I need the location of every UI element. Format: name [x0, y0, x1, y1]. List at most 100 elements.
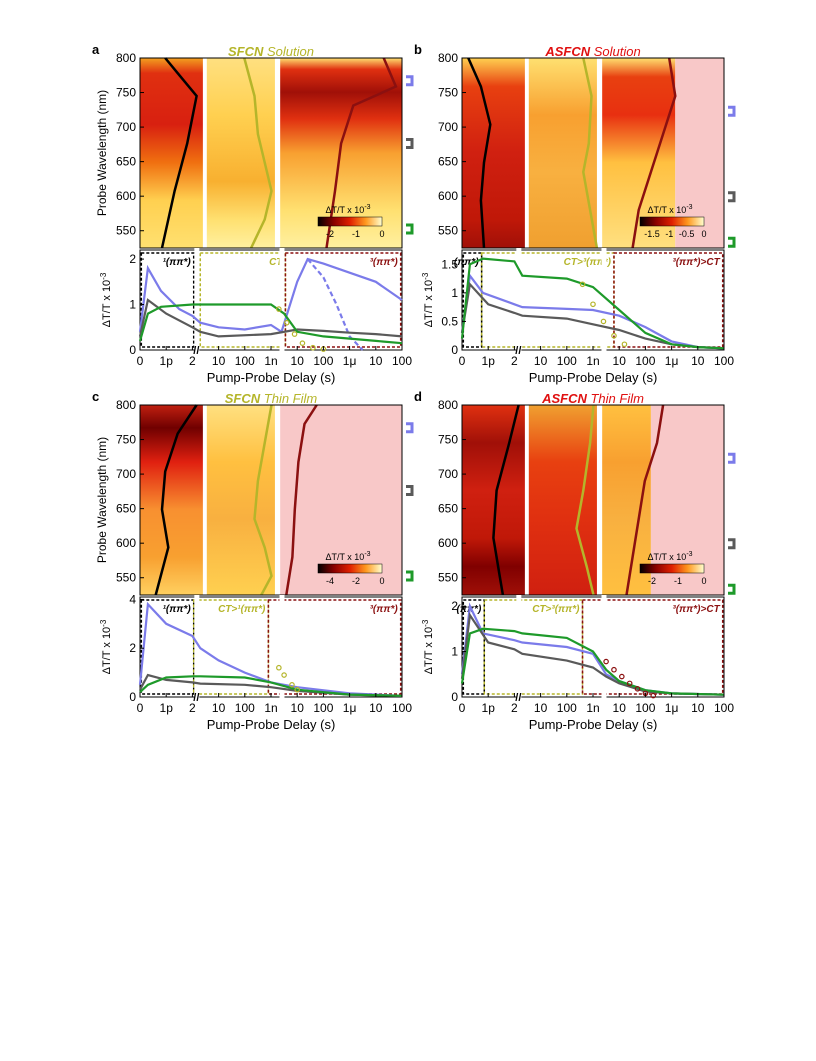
xtick-label: 100	[313, 701, 333, 715]
wavelength-marker-blue	[728, 105, 736, 117]
panel-c: c SFCN Thin Film 800 750 700 650 600 550 Probe W…	[92, 389, 414, 732]
kinetics-plot: ¹(ππ*) CT ³(ππ*) // 0 1 2 ΔT/T x 10-3 0 1p 2 10 100 1…	[99, 248, 412, 385]
spectrum-line-olive	[253, 404, 273, 596]
ytick-label: 650	[438, 155, 458, 169]
ytick-label: 2	[451, 599, 458, 613]
x-axis-label: Pump-Probe Delay (s)	[529, 717, 658, 732]
series-line-green	[460, 627, 725, 696]
xtick-label: 0	[137, 701, 144, 715]
ytick-label: 750	[438, 433, 458, 447]
heatmap: 800 750 700 650 600 550 ΔT/T x 10-3 -2 -1 0	[438, 398, 736, 596]
xtick-label: 100	[392, 701, 412, 715]
y-axis-label: Probe Wavelength (nm)	[95, 437, 109, 563]
region-box	[140, 252, 195, 348]
colorbar-tick-label: -1	[352, 229, 360, 239]
ytick-label: 1	[451, 645, 458, 659]
ytick-label: 750	[116, 86, 136, 100]
data-point-olive	[611, 332, 617, 339]
xtick-label: 100	[714, 701, 734, 715]
ytick-label: 750	[116, 433, 136, 447]
spectrum-line-black	[467, 57, 492, 249]
xtick-label: 100	[313, 354, 333, 368]
colorbar: ΔT/T x 10-3 -4 -2 0	[317, 551, 385, 586]
xtick-label: 1μ	[343, 354, 357, 368]
region-label: ³(ππ*)	[370, 257, 399, 268]
y-axis-label-exp: -3	[99, 619, 108, 627]
region-box	[140, 599, 195, 695]
ytick-label: 800	[116, 398, 136, 412]
ytick-label: 0	[129, 343, 136, 357]
colorbar-tick-label: 0	[379, 576, 384, 586]
panel-title-bold: ASFCN	[544, 44, 590, 59]
xtick-label: 100	[557, 354, 577, 368]
colorbar: ΔT/T x 10-3 -2 -1 0	[639, 551, 707, 586]
y-axis-label: Probe Wavelength (nm)	[95, 90, 109, 216]
xtick-label: 1n	[586, 354, 599, 368]
xtick-label: 0	[137, 354, 144, 368]
heatmap-segment	[462, 58, 525, 248]
ytick-label: 600	[116, 536, 136, 550]
data-point-olive	[294, 686, 301, 693]
region-label: CT>³(ππ*)	[532, 604, 580, 615]
xtick-label: 1μ	[665, 354, 679, 368]
data-point-olive	[310, 344, 316, 351]
ytick-label: 0	[451, 690, 458, 704]
colorbar-tick-label: -2	[326, 229, 334, 239]
panel-title: SFCN Thin Film	[225, 391, 318, 406]
heatmap-segment	[462, 405, 525, 595]
heatmap-frame	[461, 404, 725, 596]
axis-break-mark: //	[515, 692, 521, 704]
heatmap: 800 750 700 650 600 550 Probe Wavelength (nm) Δ…	[95, 398, 414, 596]
series-line-green	[460, 257, 725, 350]
heatmap-frame	[139, 57, 403, 249]
ytick-label: 0	[451, 343, 458, 357]
xtick-label: 1μ	[343, 701, 357, 715]
wavelength-marker-gray	[728, 538, 736, 550]
ytick-label: 700	[116, 120, 136, 134]
xtick-label: 10	[613, 701, 627, 715]
xtick-label: 10	[212, 354, 226, 368]
xtick-label: 0	[459, 701, 466, 715]
data-point-darkred	[619, 673, 625, 680]
data-point-olive	[590, 301, 596, 308]
xtick-label: 1p	[160, 701, 174, 715]
wavelength-marker-green	[406, 223, 414, 235]
xtick-label: 10	[691, 701, 705, 715]
xtick-label: 1p	[160, 354, 174, 368]
panel-title-bold: SFCN	[225, 391, 261, 406]
heatmap-segment	[140, 405, 203, 595]
panel-a: a SFCN Solution 800 750 700 650 600 550 Probe Wa…	[92, 42, 414, 385]
heatmap-frame	[461, 57, 725, 249]
xtick-label: 100	[392, 354, 412, 368]
series-line-green	[138, 303, 403, 345]
kinetics-plot: ¹(ππ*) CT>¹(ππ*) ³(ππ*) // 0 2 4 ΔT/T x 10-3 0 1p…	[99, 592, 412, 732]
wavelength-marker-gray	[406, 138, 414, 149]
data-point-olive	[283, 319, 290, 326]
panel-title-bold: ASFCN	[541, 391, 587, 406]
wavelength-marker-green	[406, 570, 414, 582]
xtick-label: 100	[235, 354, 255, 368]
y-axis-label: ΔT/T x 10-3	[421, 619, 435, 674]
axis-break-gap	[516, 595, 522, 699]
y-axis-label: ΔT/T x 10-3	[99, 272, 113, 327]
axis-break-mark: //	[515, 345, 521, 357]
region-label: CT>³(ππ*)	[564, 257, 612, 268]
data-point-olive	[281, 672, 287, 678]
ytick-label: 600	[438, 189, 458, 203]
heatmap-segment	[140, 58, 203, 248]
heatmap-segment	[528, 58, 597, 248]
ytick-label: 1	[451, 286, 458, 300]
axis-break-gap	[601, 595, 607, 699]
colorbar-label: ΔT/T x 10-3	[647, 204, 692, 215]
panel-title: ASFCN Solution	[544, 44, 640, 59]
data-point-darkred	[650, 692, 657, 699]
xtick-label: 0	[459, 354, 466, 368]
region-label: ³(ππ*)	[370, 604, 399, 615]
data-point-olive	[291, 331, 298, 337]
colorbar-tick-label: -0.5	[679, 229, 695, 239]
colorbar: ΔT/T x 10-3 -2 -1 0	[317, 204, 385, 239]
panel-letter: b	[414, 42, 422, 57]
